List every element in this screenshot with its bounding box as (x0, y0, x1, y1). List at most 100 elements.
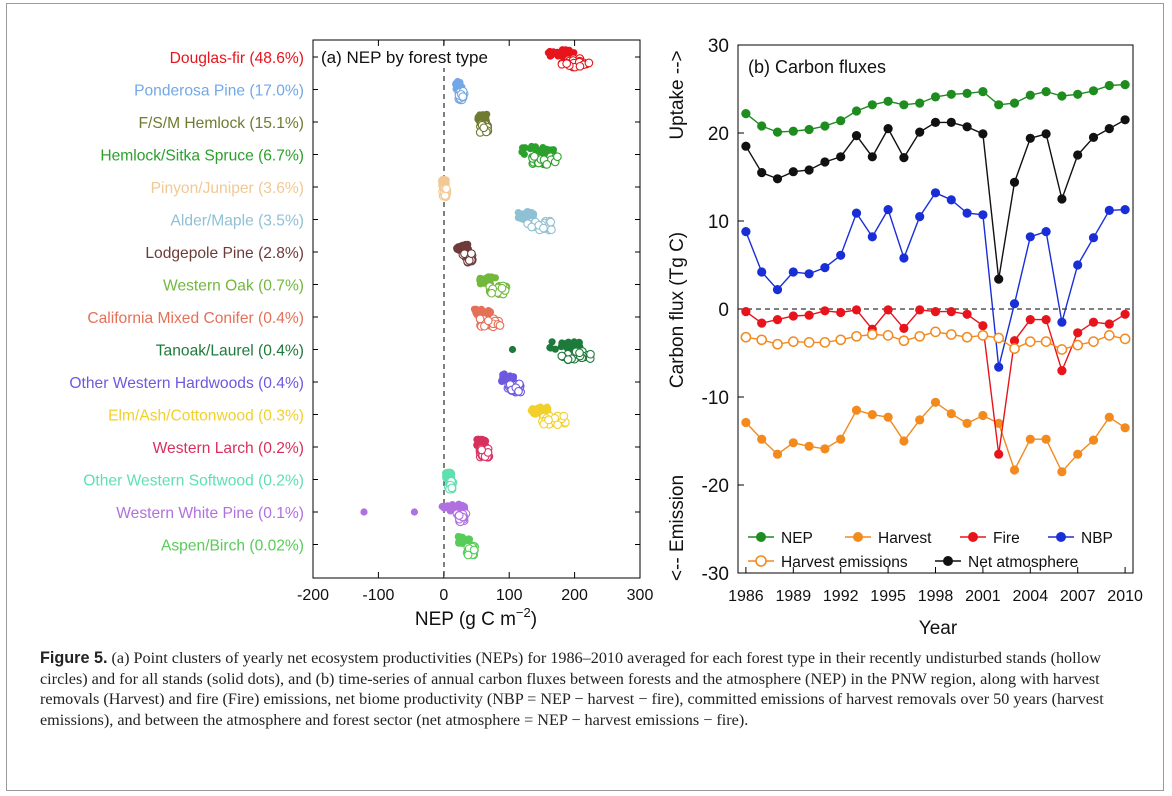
category-label: Lodgepole Pine (2.8%) (145, 245, 304, 262)
series-point (1073, 260, 1083, 270)
legend-item: Net atmosphere (935, 554, 1078, 571)
hollow-point (497, 283, 507, 293)
series-point (1088, 86, 1099, 96)
series-point (788, 438, 798, 448)
series-point (866, 329, 878, 340)
series-point (994, 449, 1004, 459)
x-tick-label: 100 (496, 587, 523, 604)
series-point (1088, 435, 1099, 445)
series-point (741, 141, 751, 151)
series-point (1025, 232, 1035, 242)
series-point (883, 305, 893, 315)
series-point (1104, 124, 1114, 134)
solid-point (518, 215, 526, 223)
panel-b-title: (b) Carbon fluxes (748, 57, 886, 77)
category-label: Tanoak/Laurel (0.4%) (156, 343, 304, 360)
series-point (946, 89, 956, 99)
series-point (883, 205, 893, 215)
series-point (772, 127, 783, 137)
category-label: Alder/Maple (3.5%) (171, 213, 304, 230)
series-point (867, 410, 877, 420)
hollow-point (479, 123, 489, 133)
solid-point (575, 338, 583, 346)
series-point (962, 208, 972, 218)
series-point (788, 311, 798, 321)
series-net-atmosphere (741, 115, 1130, 284)
series-point (993, 332, 1005, 344)
series-point (1057, 91, 1067, 101)
series-point (851, 405, 862, 415)
series-line (745, 119, 1126, 280)
x-tick-label: -100 (362, 587, 394, 604)
series-point (1025, 90, 1035, 100)
category-label: California Mixed Conifer (0.4%) (87, 310, 304, 327)
y-tick-label: 20 (708, 124, 729, 145)
series-point (1041, 434, 1051, 444)
hollow-point (559, 411, 569, 421)
series-nep (741, 80, 1130, 137)
series-point (930, 397, 941, 407)
series-point (962, 88, 972, 98)
series-point (772, 174, 783, 184)
legend-label: Harvest emissions (781, 554, 908, 571)
series-point (1041, 87, 1051, 97)
solid-point (442, 469, 450, 477)
series-point (836, 307, 846, 318)
series-point (1073, 449, 1083, 459)
series-point (899, 323, 909, 333)
category-label: Elm/Ash/Cottonwood (0.3%) (108, 408, 304, 425)
series-point (1073, 89, 1083, 99)
category-label: Other Western Softwood (0.2%) (83, 473, 304, 490)
hollow-point (458, 92, 468, 101)
series-point (883, 96, 893, 106)
series-point (788, 167, 798, 177)
series-point (741, 417, 751, 428)
solid-point (474, 435, 482, 443)
solid-point (464, 535, 473, 544)
solid-point (498, 377, 506, 385)
series-point (1072, 339, 1084, 351)
category-label: Hemlock/Sitka Spruce (6.7%) (100, 148, 304, 165)
series-point (1057, 467, 1067, 477)
solid-point (531, 410, 539, 418)
x-tick-label: 2007 (1060, 588, 1096, 605)
category-label: Western Larch (0.2%) (153, 440, 304, 457)
hollow-point (495, 321, 505, 330)
series-point (867, 232, 877, 242)
hollow-point (586, 349, 595, 359)
solid-point (452, 503, 460, 511)
x-tick-label: 1986 (728, 588, 764, 605)
legend-marker (943, 556, 953, 566)
y-tick-label: 30 (708, 36, 729, 57)
x-tick-label: 200 (561, 587, 588, 604)
series-point (1025, 133, 1035, 143)
solid-point (439, 175, 447, 184)
solid-point (455, 538, 463, 546)
hollow-point (447, 483, 457, 493)
solid-point (447, 469, 455, 477)
series-point (994, 362, 1004, 372)
series-point (977, 330, 989, 341)
panel-b-y-axis-label: Carbon flux (Tg C) (667, 232, 688, 388)
series-point (835, 334, 847, 346)
solid-point (464, 240, 472, 248)
legend-item: Harvest emissions (748, 554, 908, 571)
series-fire (741, 305, 1130, 459)
series-point (915, 305, 925, 315)
panel-b-x-ticks: 1986 1989 1992 1995 1998 2001 2004 2007 2010 (728, 567, 1143, 605)
figure-frame (6, 3, 1164, 791)
legend-label: NBP (1081, 530, 1113, 547)
figure-canvas: (a) NEP by forest type Douglas-fir (48.6… (69, 36, 1143, 639)
caption-label: Figure 5. (40, 649, 108, 667)
series-point (1120, 205, 1130, 215)
series-point (1009, 343, 1020, 354)
x-tick-label: 1989 (776, 588, 812, 605)
series-point (899, 100, 909, 110)
panel-b-x-axis-label: Year (919, 618, 958, 639)
series-point (915, 212, 925, 222)
series-point (1120, 423, 1130, 433)
category-label: Western Oak (0.7%) (163, 278, 304, 295)
x-tick-label: 1998 (918, 588, 954, 605)
series-point (1057, 317, 1067, 327)
series-point (1041, 315, 1051, 325)
